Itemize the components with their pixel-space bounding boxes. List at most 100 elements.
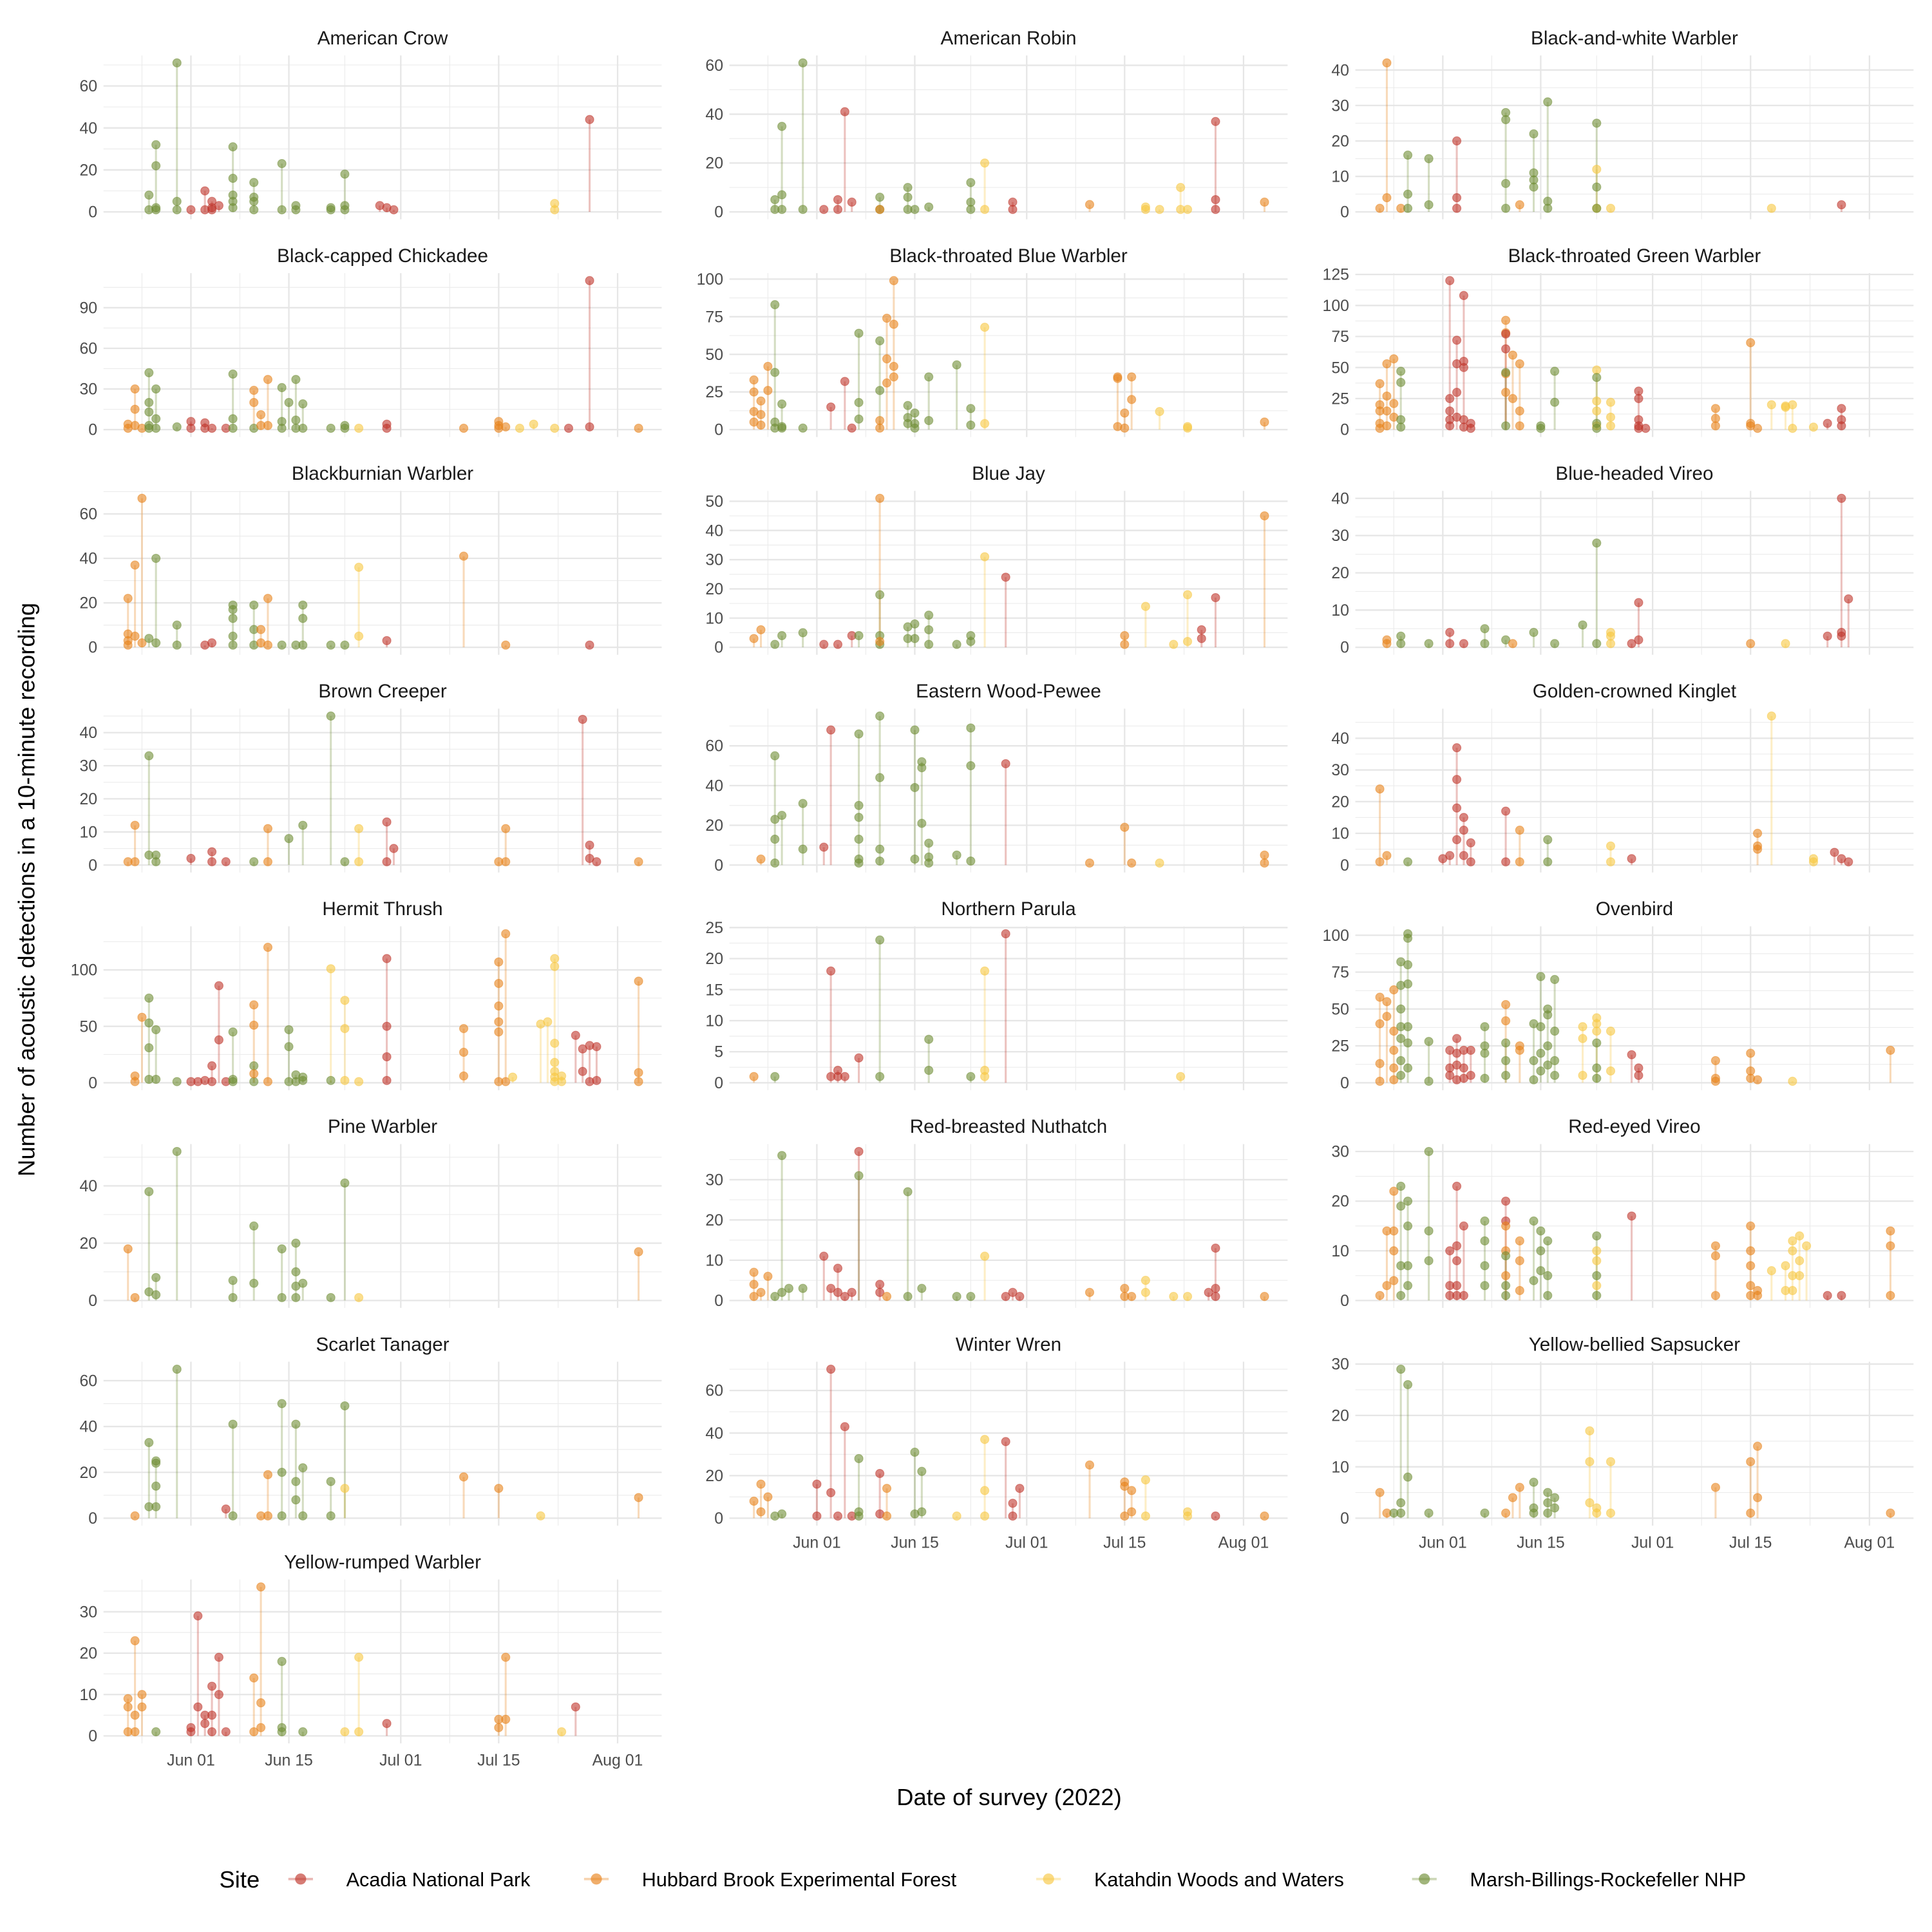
data-point xyxy=(263,640,273,650)
y-tick-label: 25 xyxy=(1331,390,1349,408)
data-point xyxy=(840,377,849,386)
data-point xyxy=(130,1636,140,1645)
data-point xyxy=(284,1042,294,1052)
data-point xyxy=(756,396,766,406)
data-point xyxy=(291,1238,301,1248)
y-tick-label: 50 xyxy=(79,1018,97,1036)
data-point xyxy=(1844,857,1853,867)
facet-panel: American Robin 0 20 40 60 xyxy=(705,28,1288,222)
data-point xyxy=(1127,1292,1137,1302)
data-point xyxy=(214,1690,224,1700)
data-point xyxy=(340,423,350,433)
data-point xyxy=(144,190,154,200)
data-point xyxy=(207,638,217,648)
panel-title: Blackburnian Warbler xyxy=(292,463,473,484)
data-point xyxy=(1141,205,1150,214)
data-point xyxy=(1753,1493,1763,1502)
y-tick-label: 20 xyxy=(79,1645,97,1663)
data-point xyxy=(1176,1072,1186,1081)
data-point xyxy=(1543,1488,1553,1497)
data-point xyxy=(1781,1261,1790,1271)
y-tick-label: 0 xyxy=(714,1510,723,1528)
data-point xyxy=(207,857,217,867)
data-point xyxy=(494,957,504,967)
data-point xyxy=(875,415,885,426)
data-point xyxy=(123,1244,133,1254)
data-point xyxy=(1515,1482,1524,1492)
data-point xyxy=(1403,1022,1413,1032)
data-point xyxy=(1008,205,1018,214)
data-point xyxy=(924,372,934,382)
data-point xyxy=(1480,639,1490,649)
data-point xyxy=(291,1419,301,1429)
data-point xyxy=(1204,1287,1213,1297)
data-point xyxy=(1466,1045,1475,1055)
data-point xyxy=(1515,1285,1524,1296)
data-point xyxy=(172,640,182,650)
data-point xyxy=(1480,1216,1490,1226)
data-point xyxy=(340,996,350,1005)
legend: Site Acadia National Park Hubbard Brook … xyxy=(220,1866,1747,1893)
data-point xyxy=(326,1293,336,1302)
data-point xyxy=(1084,1460,1095,1470)
data-point xyxy=(550,423,560,433)
y-tick-label: 10 xyxy=(79,823,97,841)
data-point xyxy=(382,1052,392,1062)
data-point xyxy=(1536,1266,1546,1276)
data-point xyxy=(1260,850,1269,860)
panel-title: Black-throated Green Warbler xyxy=(1508,245,1761,267)
data-point xyxy=(833,205,843,214)
data-point xyxy=(1141,1475,1150,1485)
data-point xyxy=(1550,1056,1560,1066)
data-point xyxy=(382,1719,392,1728)
data-point xyxy=(1746,1048,1756,1058)
facet-panel: Blue Jay 0 10 20 30 40 50 xyxy=(705,463,1288,657)
data-point xyxy=(277,1656,287,1666)
data-point xyxy=(1403,150,1413,160)
data-point xyxy=(501,1714,511,1724)
data-point xyxy=(151,140,161,149)
y-tick-label: 10 xyxy=(1331,1458,1349,1476)
data-point xyxy=(1529,1216,1539,1226)
data-point xyxy=(980,966,990,976)
data-point xyxy=(354,562,364,572)
data-point xyxy=(833,194,843,205)
data-point xyxy=(340,169,350,179)
data-point xyxy=(1585,1426,1595,1435)
data-point xyxy=(137,1012,147,1022)
data-point xyxy=(326,964,336,974)
data-point xyxy=(1452,336,1462,345)
data-point xyxy=(340,1727,350,1737)
data-point xyxy=(557,1727,567,1737)
data-point xyxy=(1543,1010,1553,1020)
data-point xyxy=(1445,421,1455,431)
data-point xyxy=(1452,388,1462,397)
data-point xyxy=(207,1061,217,1071)
data-point xyxy=(263,421,273,430)
data-point xyxy=(1746,639,1756,649)
data-point xyxy=(585,840,594,850)
x-tick-label: Jul 01 xyxy=(1005,1533,1048,1551)
data-point xyxy=(151,1727,161,1737)
data-point xyxy=(249,178,259,187)
data-point xyxy=(1592,1074,1602,1083)
data-point xyxy=(749,375,759,385)
data-point xyxy=(1260,1511,1269,1521)
data-point xyxy=(172,205,182,214)
x-tick-label: Jun 01 xyxy=(1419,1533,1467,1551)
y-tick-label: 50 xyxy=(705,346,723,364)
data-point xyxy=(1001,1292,1010,1302)
data-point xyxy=(1529,1075,1539,1084)
data-point xyxy=(882,314,892,323)
data-point xyxy=(966,1292,976,1302)
data-point xyxy=(1375,1076,1385,1086)
panel-title: Blue Jay xyxy=(972,463,1045,484)
data-point xyxy=(1543,1271,1553,1280)
data-point xyxy=(833,1287,843,1297)
data-point xyxy=(284,1025,294,1035)
data-point xyxy=(501,422,511,431)
data-point xyxy=(298,600,308,610)
data-point xyxy=(1823,631,1832,641)
data-point xyxy=(1424,1256,1434,1265)
data-point xyxy=(1389,399,1399,408)
